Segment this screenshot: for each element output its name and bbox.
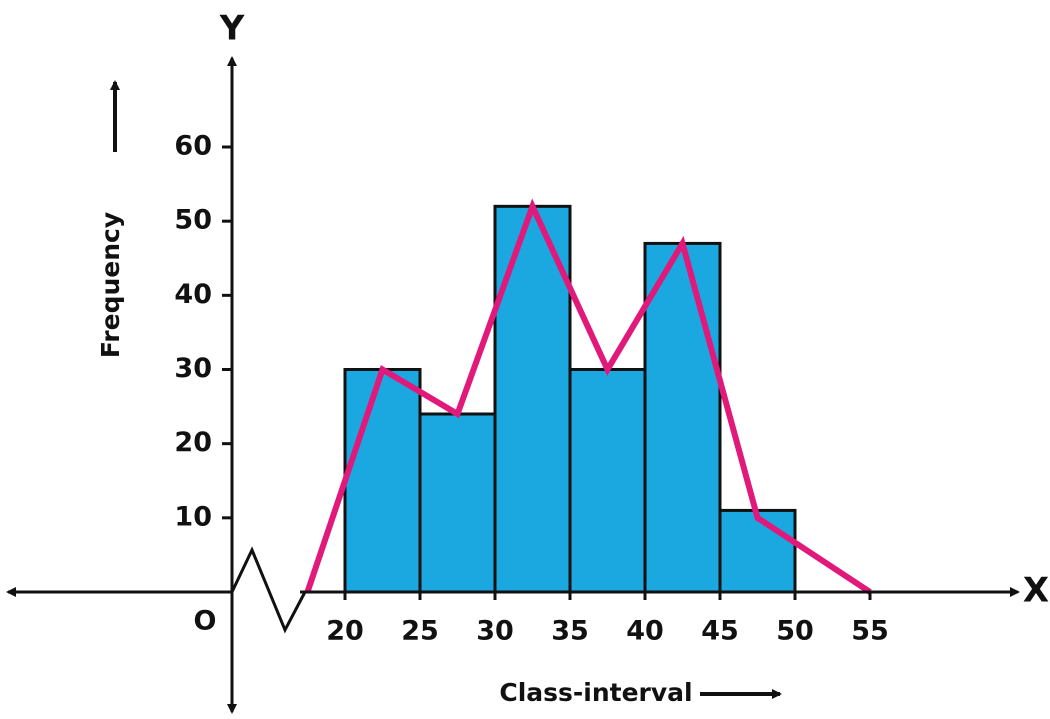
bar — [418, 412, 497, 594]
y-tick-label: 50 — [174, 205, 212, 236]
x-axis-letter: X — [1023, 571, 1049, 611]
x-tick-label: 20 — [326, 616, 364, 647]
x-axis-label: Class-interval — [499, 678, 692, 707]
x-tick-label: 55 — [851, 616, 889, 647]
y-axis-letter: Y — [219, 9, 245, 49]
axes — [6, 56, 1020, 714]
bar — [568, 368, 647, 594]
x-tick-label: 40 — [626, 616, 664, 647]
bar — [643, 241, 722, 594]
origin-letter: O — [194, 606, 217, 637]
y-tick-label: 20 — [174, 427, 212, 458]
x-tick-label: 50 — [776, 616, 814, 647]
frequency-polygon — [304, 198, 872, 595]
axis-break — [230, 546, 307, 634]
x-tick-label: 25 — [401, 616, 439, 647]
x-tick-label: 45 — [701, 616, 739, 647]
y-tick-label: 30 — [174, 353, 212, 384]
bar — [343, 368, 422, 594]
y-axis-label: Frequency — [96, 212, 125, 358]
y-tick-label: 40 — [174, 279, 212, 310]
bar — [718, 508, 797, 594]
x-tick-label: 35 — [551, 616, 589, 647]
y-tick-label: 10 — [174, 501, 212, 532]
x-tick-label: 30 — [476, 616, 514, 647]
y-tick-label: 60 — [174, 131, 212, 162]
